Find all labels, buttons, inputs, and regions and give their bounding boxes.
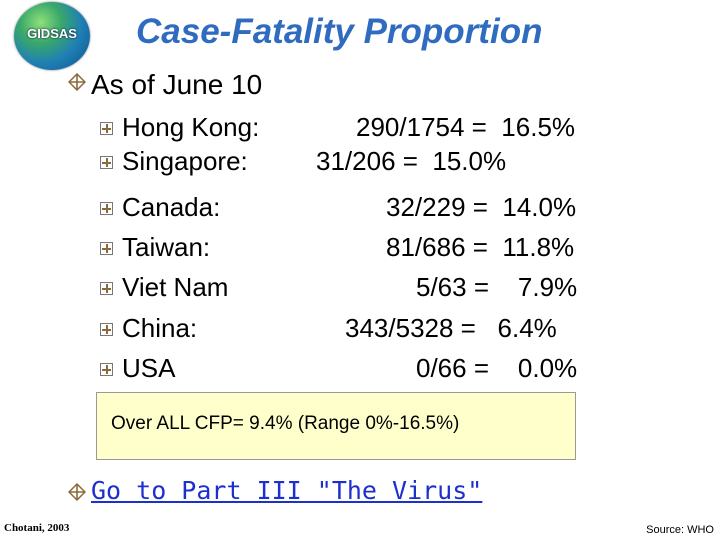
list-item: Viet Nam 5/63 = 7.9% bbox=[0, 272, 720, 308]
source-credit: Source: WHO bbox=[646, 524, 714, 536]
cfp-value: 0/66 = 0.0% bbox=[416, 353, 578, 383]
logo-text: GIDSAS bbox=[27, 26, 77, 41]
cfp-value: 31/206 = 15.0% bbox=[316, 146, 507, 176]
list-item: Canada: 32/229 = 14.0% bbox=[0, 192, 720, 228]
country-label: Singapore: bbox=[122, 146, 248, 176]
slide-title: Case-Fatality Proportion bbox=[136, 12, 543, 51]
cfp-value: 290/1754 = 16.5% bbox=[356, 112, 576, 142]
square-bullet-icon bbox=[100, 363, 113, 376]
summary-text: Over ALL CFP= 9.4% (Range 0%-16.5%) bbox=[111, 413, 460, 434]
square-bullet-icon bbox=[100, 282, 113, 295]
cfp-value: 5/63 = 7.9% bbox=[416, 272, 578, 302]
square-bullet-icon bbox=[100, 242, 113, 255]
square-bullet-icon bbox=[100, 122, 113, 135]
list-item: USA 0/66 = 0.0% bbox=[0, 353, 720, 389]
cfp-value: 81/686 = 11.8% bbox=[386, 232, 575, 262]
date-heading: As of June 10 bbox=[91, 69, 263, 100]
cfp-value: 32/229 = 14.0% bbox=[386, 192, 577, 222]
diamond-bullet-icon bbox=[68, 483, 86, 501]
author-credit: Chotani, 2003 bbox=[4, 522, 70, 534]
country-label: Taiwan: bbox=[122, 232, 211, 262]
go-to-part-3-link[interactable]: Go to Part III "The Virus" bbox=[91, 476, 483, 505]
list-item: Hong Kong: 290/1754 = 16.5% bbox=[0, 112, 720, 148]
country-label: USA bbox=[122, 353, 176, 383]
country-label: Hong Kong: bbox=[122, 112, 260, 142]
gidsas-logo: GIDSAS bbox=[14, 2, 90, 70]
list-item: Singapore: 31/206 = 15.0% bbox=[0, 146, 720, 182]
square-bullet-icon bbox=[100, 156, 113, 169]
list-item: Taiwan: 81/686 = 11.8% bbox=[0, 232, 720, 268]
cfp-value: 343/5328 = 6.4% bbox=[345, 313, 557, 343]
summary-box: Over ALL CFP= 9.4% (Range 0%-16.5%) bbox=[96, 392, 576, 460]
square-bullet-icon bbox=[100, 323, 113, 336]
country-label: China: bbox=[122, 313, 198, 343]
country-label: Viet Nam bbox=[122, 272, 229, 302]
diamond-bullet-icon bbox=[68, 73, 86, 91]
square-bullet-icon bbox=[100, 202, 113, 215]
country-label: Canada: bbox=[122, 192, 221, 222]
list-item: China: 343/5328 = 6.4% bbox=[0, 313, 720, 349]
